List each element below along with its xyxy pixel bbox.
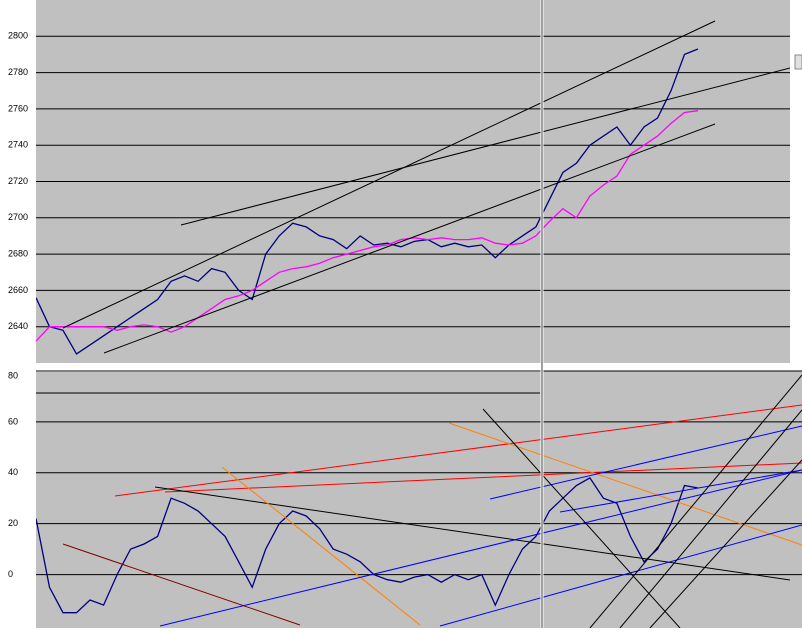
y-tick-label: 0 xyxy=(8,569,13,579)
trendline xyxy=(221,466,421,626)
y-tick-label: 2660 xyxy=(8,285,28,295)
trendline xyxy=(164,462,802,493)
trendline xyxy=(154,486,791,581)
y-tick-label: 2760 xyxy=(8,103,28,113)
trendline xyxy=(482,408,681,628)
plots: 2640 2660 2680 2700 2720 2740 2760 2780 2800 0 20 4… xyxy=(8,31,802,614)
y-tick-label: 60 xyxy=(8,416,18,426)
y-tick-label: 40 xyxy=(8,467,18,477)
y-tick-label: 2780 xyxy=(8,67,28,77)
bottom-panel xyxy=(36,371,802,628)
series-group xyxy=(36,48,699,355)
y-tick-label: 2740 xyxy=(8,140,28,150)
trendline xyxy=(589,374,802,628)
y-tick-label: 2700 xyxy=(8,212,28,222)
series-line xyxy=(36,477,699,614)
y-tick-label: 2800 xyxy=(8,31,28,41)
side-strip xyxy=(790,0,802,100)
trendline xyxy=(103,123,716,354)
trendline xyxy=(649,459,802,628)
series-group xyxy=(36,477,699,614)
y-tick-label: 2720 xyxy=(8,176,28,186)
series-line xyxy=(36,110,699,342)
trendline xyxy=(159,469,802,627)
y-tick-label: 2680 xyxy=(8,248,28,258)
y-tick-label: 20 xyxy=(8,518,18,528)
trendline xyxy=(559,469,802,513)
trendline xyxy=(62,543,301,626)
y-tick-label: 2640 xyxy=(8,321,28,331)
trendline xyxy=(619,409,802,628)
series-line xyxy=(36,48,699,355)
top-trendlines xyxy=(62,20,790,354)
bottom-trendlines xyxy=(36,374,802,628)
panel-gap xyxy=(36,363,542,372)
side-button xyxy=(794,54,802,70)
trendline xyxy=(439,524,802,627)
trendline xyxy=(62,20,716,329)
trendline xyxy=(180,67,790,226)
trendline xyxy=(114,404,802,497)
y-tick-label: 80 xyxy=(8,370,18,380)
